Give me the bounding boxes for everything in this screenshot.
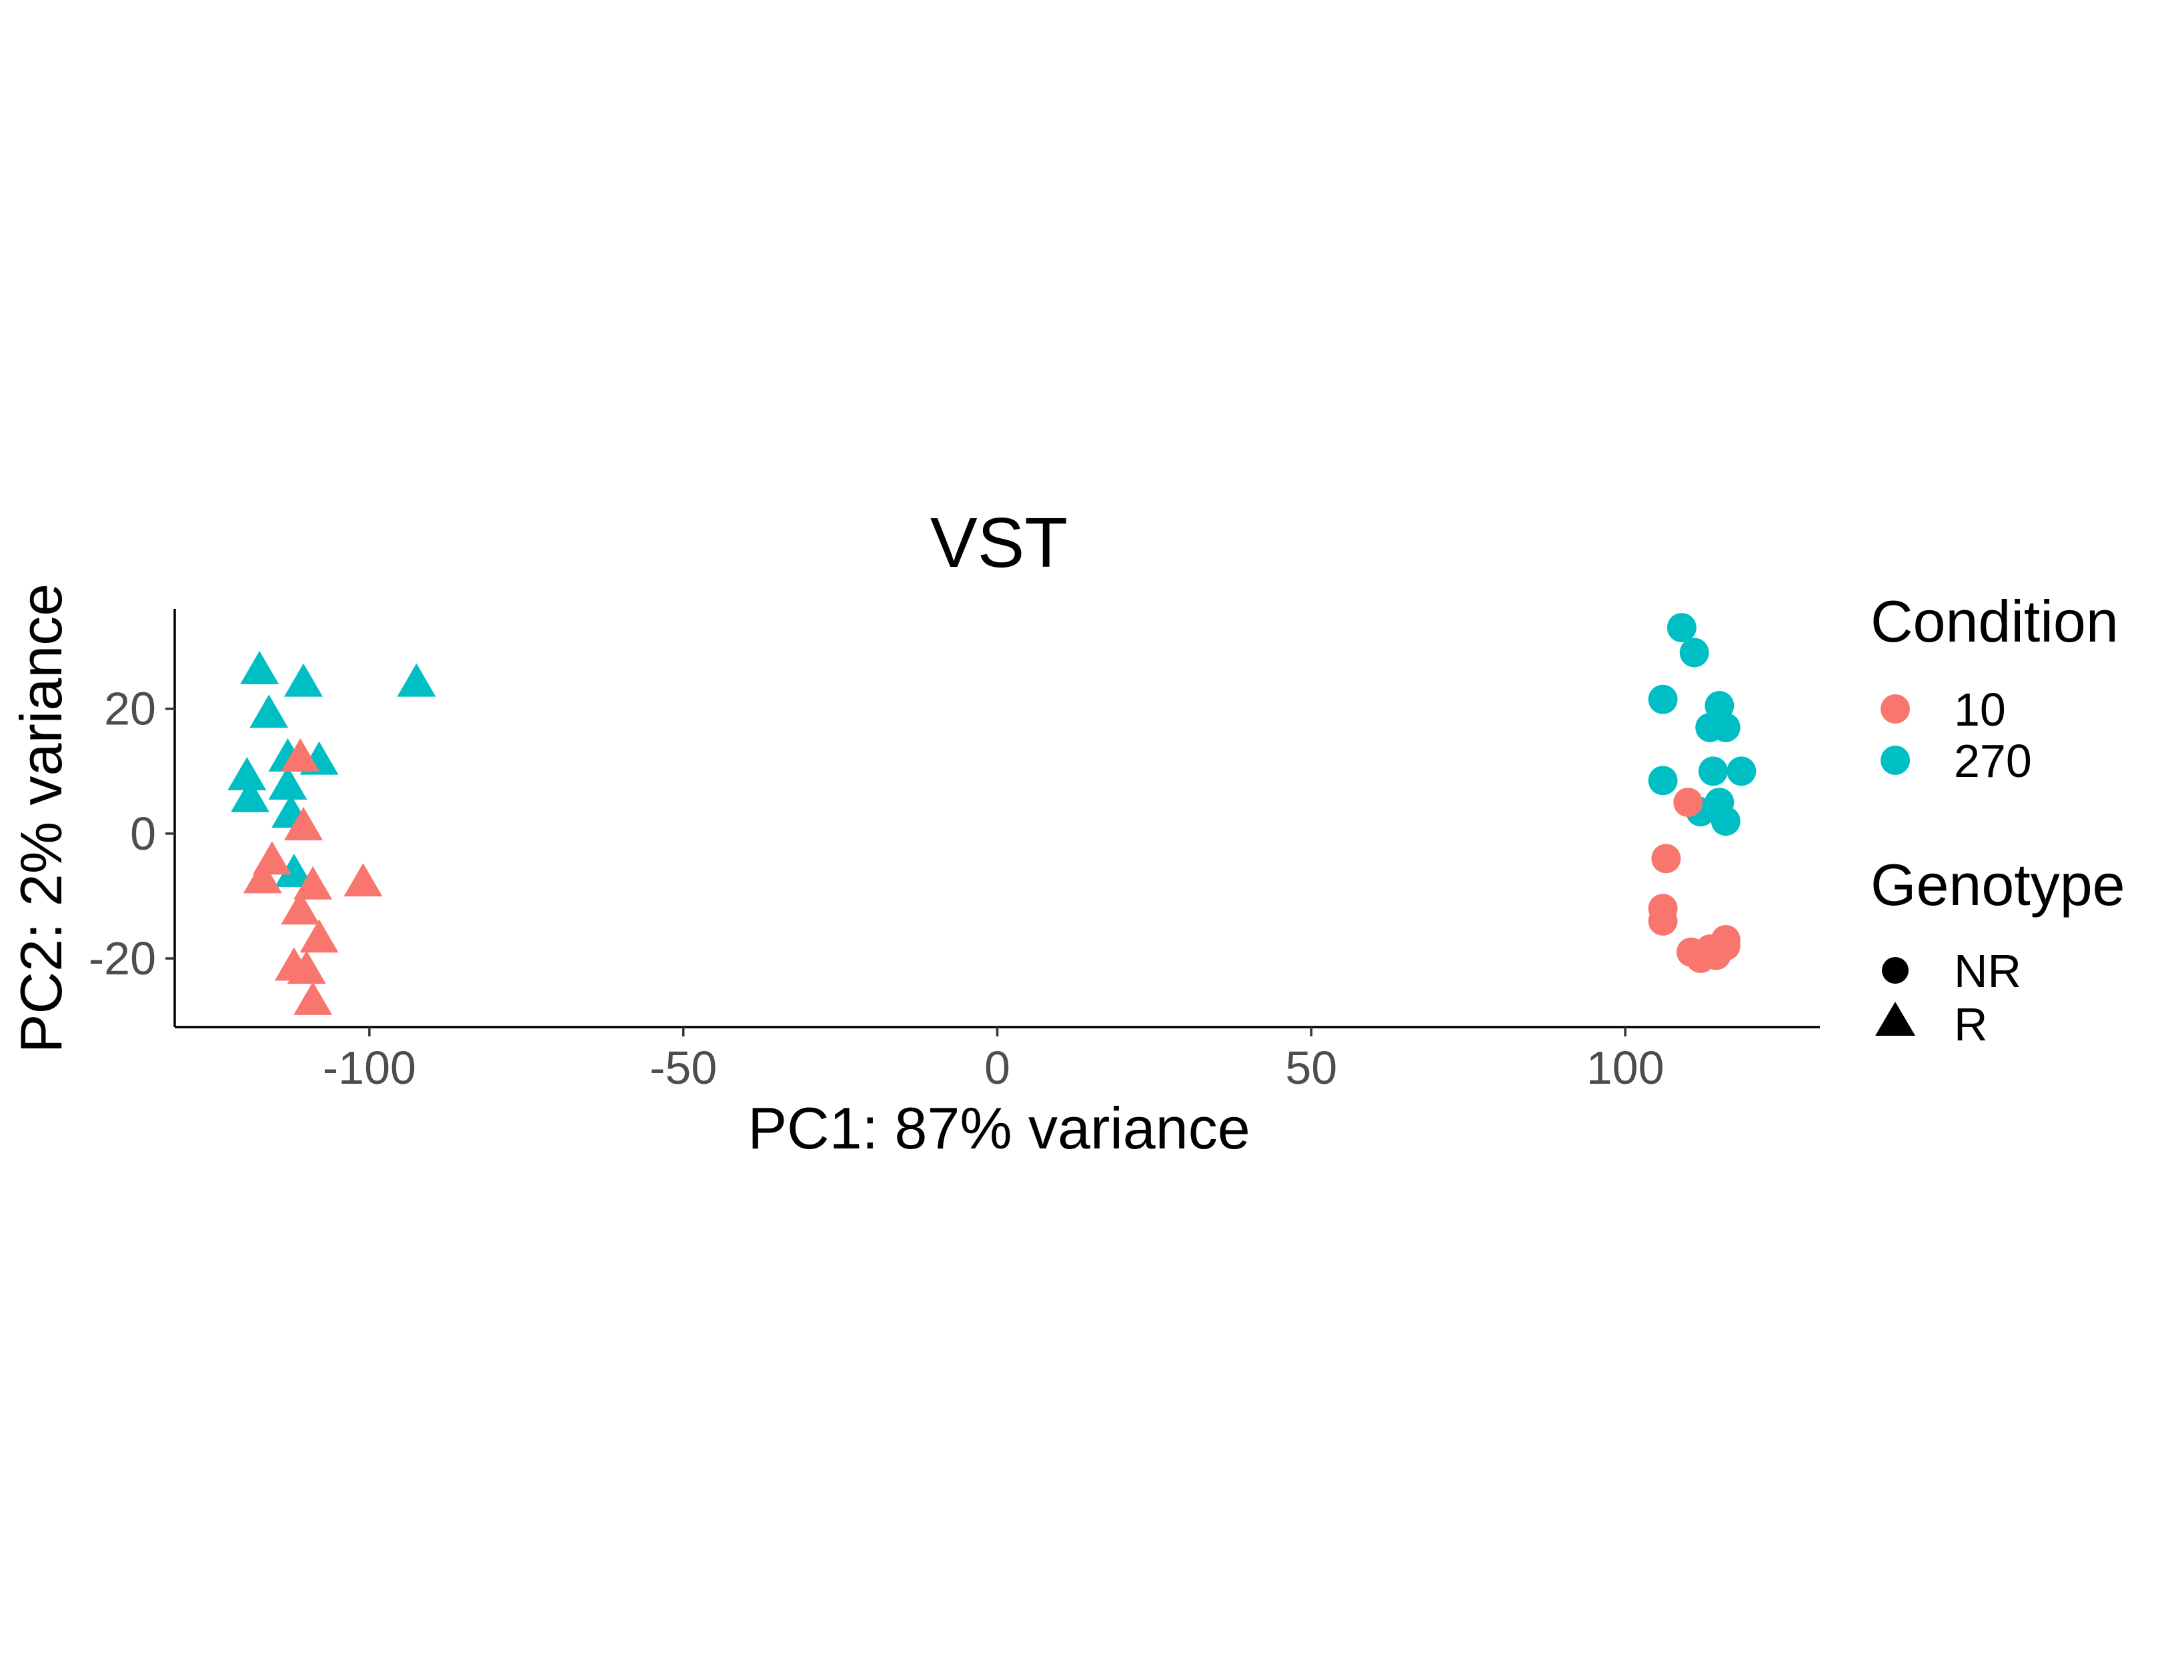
data-point-triangle-10 bbox=[343, 863, 383, 897]
data-point-circle-270 bbox=[1679, 638, 1709, 668]
legend-key-genotype-nr bbox=[1882, 957, 1909, 984]
data-point-triangle-10 bbox=[281, 891, 320, 925]
x-tick-label: -100 bbox=[323, 1042, 416, 1094]
plot-panel: -100 -50 0 50 100 -20 0 20 bbox=[89, 609, 1820, 1094]
legend-key-genotype-r bbox=[1875, 1002, 1915, 1036]
y-tick-label: -20 bbox=[89, 932, 156, 984]
y-axis-ticks: -20 0 20 bbox=[89, 683, 175, 984]
data-point-circle-10 bbox=[1648, 906, 1678, 936]
data-point-triangle-270 bbox=[249, 694, 289, 728]
data-point-circle-270 bbox=[1727, 756, 1757, 786]
x-tick-label: 50 bbox=[1285, 1042, 1337, 1094]
data-point-triangle-270 bbox=[227, 756, 267, 790]
x-axis-label: PC1: 87% variance bbox=[748, 1095, 1250, 1161]
legend: Condition 10 270 Genotype NR R bbox=[1871, 588, 2125, 1050]
data-point-circle-270 bbox=[1711, 712, 1741, 742]
legend-title-condition: Condition bbox=[1871, 588, 2119, 654]
points-layer bbox=[227, 613, 1757, 1015]
data-point-triangle-270 bbox=[268, 766, 307, 800]
data-point-circle-270 bbox=[1698, 756, 1728, 786]
x-tick-label: -50 bbox=[650, 1042, 717, 1094]
legend-item-genotype-nr: NR bbox=[1882, 945, 2021, 997]
data-point-triangle-10 bbox=[243, 860, 282, 894]
data-point-triangle-270 bbox=[284, 663, 323, 697]
data-point-circle-10 bbox=[1711, 931, 1741, 961]
legend-label-condition-10: 10 bbox=[1954, 684, 2006, 736]
chart-title: VST bbox=[930, 504, 1068, 582]
data-point-triangle-10 bbox=[281, 738, 320, 772]
legend-key-condition-270 bbox=[1881, 746, 1910, 775]
legend-item-condition-270: 270 bbox=[1881, 735, 2032, 787]
data-point-triangle-10 bbox=[287, 950, 326, 984]
data-point-triangle-270 bbox=[274, 854, 313, 888]
legend-label-genotype-nr: NR bbox=[1954, 945, 2021, 997]
data-point-circle-10 bbox=[1651, 844, 1681, 874]
y-tick-label: 20 bbox=[104, 683, 156, 735]
data-point-triangle-270 bbox=[240, 650, 279, 684]
data-point-circle-270 bbox=[1648, 766, 1678, 796]
x-axis-ticks: -100 -50 0 50 100 bbox=[323, 1027, 1665, 1094]
legend-item-genotype-r: R bbox=[1875, 998, 1988, 1050]
legend-title-genotype: Genotype bbox=[1871, 852, 2125, 918]
data-point-triangle-10 bbox=[293, 866, 333, 900]
y-tick-label: 0 bbox=[130, 808, 156, 860]
legend-label-genotype-r: R bbox=[1954, 998, 1988, 1050]
data-point-triangle-270 bbox=[397, 663, 436, 697]
data-point-triangle-270 bbox=[230, 778, 269, 812]
data-point-circle-10 bbox=[1673, 788, 1703, 818]
legend-label-condition-270: 270 bbox=[1954, 735, 2032, 787]
data-point-triangle-10 bbox=[293, 981, 333, 1015]
legend-key-condition-10 bbox=[1881, 694, 1910, 724]
data-point-triangle-10 bbox=[284, 806, 323, 840]
x-tick-label: 100 bbox=[1586, 1042, 1665, 1094]
data-point-circle-270 bbox=[1667, 613, 1697, 643]
legend-item-condition-10: 10 bbox=[1881, 684, 2006, 736]
x-tick-label: 0 bbox=[984, 1042, 1010, 1094]
data-point-triangle-10 bbox=[299, 919, 339, 953]
y-axis-label: PC2: 2% variance bbox=[8, 584, 74, 1053]
data-point-circle-270 bbox=[1648, 684, 1678, 714]
data-point-circle-270 bbox=[1711, 806, 1741, 836]
